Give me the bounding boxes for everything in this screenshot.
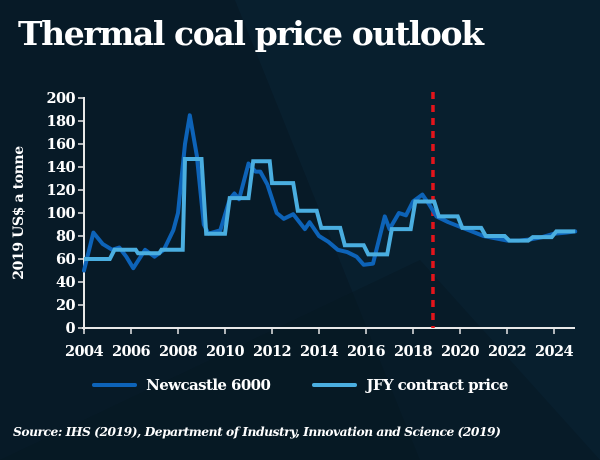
x-tick-label: 2014 (300, 343, 338, 360)
series-line-newcastle-6000 (82, 113, 578, 273)
legend-item-newcastle-6000: Newcastle 6000 (92, 376, 271, 394)
y-tick-label: 160 (47, 136, 76, 153)
series-line-jfy-contract-price (84, 157, 576, 261)
x-axis: 2004 2006 2008 2010 2012 2014 2016 2018 2020 2022… (65, 327, 575, 360)
y-axis-label: 2019 US$ a tonne (11, 146, 27, 280)
y-tick-label: 140 (47, 159, 76, 176)
x-tick-label: 2024 (535, 343, 573, 360)
y-tick-label: 120 (47, 182, 76, 199)
x-tick-label: 2022 (488, 343, 526, 360)
y-tick-label: 0 (66, 320, 76, 337)
y-tick-label: 180 (47, 113, 76, 130)
x-tick-label: 2010 (206, 343, 244, 360)
y-tick-label: 60 (56, 251, 75, 268)
legend-label: Newcastle 6000 (146, 376, 271, 394)
x-tick-label: 2020 (441, 343, 479, 360)
line-chart: 0 20 40 60 80 100 120 140 160 180 200 2004 2006 2008… (11, 90, 578, 360)
y-tick-label: 20 (56, 297, 75, 314)
chart-title: Thermal coal price outlook (18, 14, 484, 53)
source-note: Source: IHS (2019), Department of Indust… (13, 424, 501, 439)
y-tick-label: 100 (47, 205, 76, 222)
x-tick-label: 2018 (394, 343, 432, 360)
x-tick-label: 2016 (347, 343, 385, 360)
y-axis: 0 20 40 60 80 100 120 140 160 180 200 (47, 90, 85, 337)
x-tick-label: 2008 (159, 343, 197, 360)
x-tick-label: 2004 (65, 343, 103, 360)
legend: Newcastle 6000 JFY contract price (0, 376, 600, 394)
legend-label: JFY contract price (366, 376, 508, 394)
y-tick-label: 80 (56, 228, 75, 245)
legend-item-jfy-contract-price: JFY contract price (312, 376, 508, 394)
legend-swatch-newcastle (92, 383, 138, 387)
x-tick-label: 2012 (253, 343, 291, 360)
x-tick-label: 2006 (112, 343, 150, 360)
y-tick-label: 200 (47, 90, 76, 107)
y-tick-label: 40 (56, 274, 75, 291)
legend-swatch-jfy (312, 383, 358, 387)
